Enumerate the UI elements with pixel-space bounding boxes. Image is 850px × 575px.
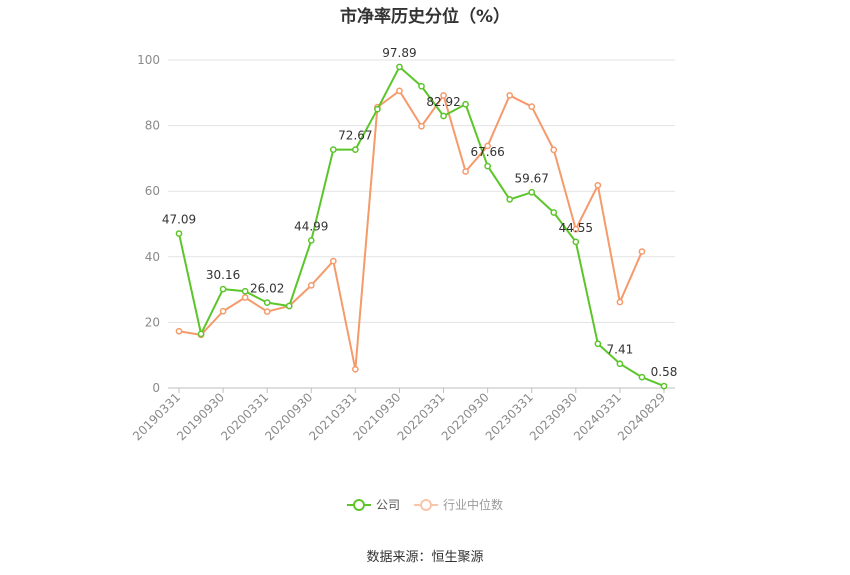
company-point	[285, 302, 293, 310]
data-label: 59.67	[515, 171, 549, 185]
data-label: 97.89	[382, 46, 416, 60]
industry-median-point	[307, 281, 315, 289]
legend-company-line-icon	[346, 498, 371, 512]
company-point	[550, 209, 558, 216]
industry-median-point	[396, 87, 403, 95]
company-point	[241, 287, 249, 295]
y-tick-label: 80	[145, 119, 160, 133]
industry-median-point	[418, 122, 425, 130]
legend-industry-label: 行业中位数	[443, 498, 504, 512]
data-label: 44.55	[559, 221, 593, 235]
industry-median-point	[462, 168, 469, 175]
industry-median-point	[175, 327, 183, 335]
industry-median-point	[219, 307, 227, 315]
x-tick-label: 20240829	[615, 390, 668, 443]
industry-median-point	[550, 146, 558, 154]
y-tick-label: 40	[145, 250, 160, 264]
company-point	[263, 299, 271, 307]
data-label: 26.02	[250, 282, 284, 296]
industry-median-point	[329, 257, 337, 265]
legend-industry-line-icon	[414, 498, 438, 512]
chart-title: 市净率历史分位（%）	[339, 7, 511, 27]
y-tick-label: 100	[137, 53, 160, 67]
company-point	[660, 382, 668, 390]
industry-median-point	[506, 92, 514, 99]
company-point	[462, 100, 469, 108]
company-point	[175, 230, 183, 237]
company-point	[329, 146, 337, 153]
data-label: 82.92	[426, 95, 460, 109]
company-point	[374, 105, 381, 113]
industry-median-point	[638, 248, 646, 255]
data-label: 47.09	[162, 213, 196, 227]
company-point	[638, 373, 646, 381]
legend-item-industry-median[interactable]: 行业中位数	[414, 496, 503, 513]
data-label: 72.67	[338, 129, 372, 143]
data-label: 7.41	[607, 343, 634, 357]
data-label: 44.99	[294, 219, 328, 233]
company-point	[307, 237, 315, 244]
industry-median-point	[528, 103, 536, 110]
industry-median-point	[616, 298, 624, 306]
industry-median-point	[440, 92, 447, 99]
company-point	[418, 82, 425, 90]
industry-median-series-line	[178, 89, 643, 371]
company-point	[440, 112, 447, 120]
company-point	[219, 285, 227, 293]
company-point	[484, 162, 491, 170]
company-point	[352, 146, 359, 153]
industry-median-point	[241, 294, 249, 301]
legend-company-label: 公司	[375, 498, 400, 512]
company-point	[197, 330, 205, 338]
company-point	[396, 63, 403, 71]
legend-item-company[interactable]: 公司	[346, 496, 400, 513]
company-point	[506, 196, 514, 203]
industry-median-point	[352, 365, 359, 373]
data-label: 0.58	[651, 365, 678, 379]
y-tick-label: 20	[145, 315, 160, 329]
company-point	[616, 360, 624, 368]
chart-legend: 公司 行业中位数	[0, 496, 850, 513]
data-label: 30.16	[206, 268, 240, 282]
data-source-note: 数据来源：恒生聚源	[366, 550, 484, 565]
company-point	[572, 238, 580, 246]
y-tick-label: 60	[145, 184, 160, 198]
company-point	[528, 188, 536, 196]
data-label: 67.66	[470, 145, 504, 159]
industry-median-point	[572, 225, 580, 233]
company-point	[594, 340, 602, 348]
industry-median-point	[263, 308, 271, 315]
y-tick-label: 0	[152, 381, 160, 395]
industry-median-point	[484, 142, 491, 150]
industry-median-point	[594, 181, 602, 189]
